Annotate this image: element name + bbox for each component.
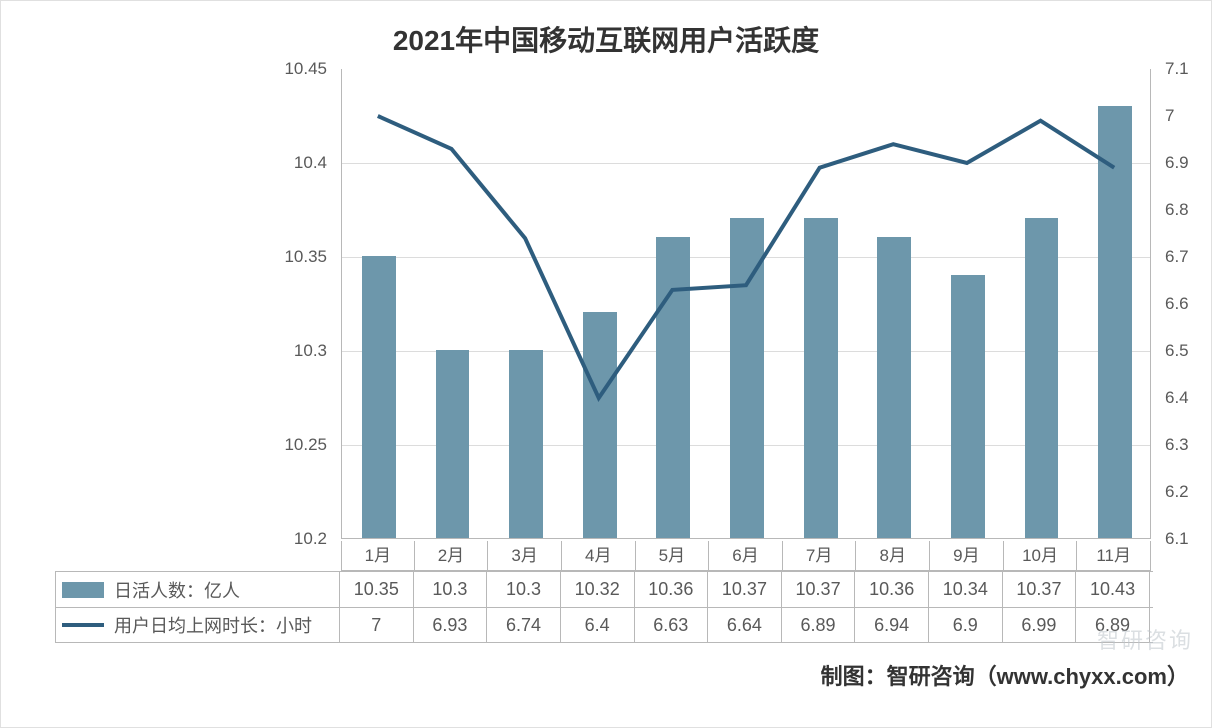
bar bbox=[951, 275, 985, 538]
chart-title: 2021年中国移动互联网用户活跃度 bbox=[1, 1, 1211, 59]
legend-line-value: 6.63 bbox=[635, 608, 709, 642]
y2-tick-label: 7.1 bbox=[1165, 59, 1205, 79]
bar bbox=[730, 218, 764, 538]
x-category-label: 10月 bbox=[1004, 541, 1078, 571]
x-category-label: 8月 bbox=[856, 541, 930, 571]
y1-tick-label: 10.35 bbox=[267, 247, 327, 267]
legend-bar-text: 日活人数：亿人 bbox=[114, 577, 240, 603]
legend-bar-value: 10.35 bbox=[340, 572, 414, 607]
y2-tick-label: 6.7 bbox=[1165, 247, 1205, 267]
y1-tick-label: 10.3 bbox=[267, 341, 327, 361]
y2-tick-label: 7 bbox=[1165, 106, 1205, 126]
line-swatch-icon bbox=[62, 623, 104, 627]
legend-label-line: 用户日均上网时长：小时 bbox=[55, 608, 340, 642]
y2-tick-label: 6.8 bbox=[1165, 200, 1205, 220]
plot-area bbox=[341, 69, 1151, 539]
legend-bar-value: 10.34 bbox=[929, 572, 1003, 607]
y1-tick-label: 10.2 bbox=[267, 529, 327, 549]
legend-bar-value: 10.3 bbox=[487, 572, 561, 607]
legend-line-value: 6.99 bbox=[1003, 608, 1077, 642]
credit-text: 制图：智研咨询（www.chyxx.com） bbox=[821, 659, 1189, 691]
x-category-label: 4月 bbox=[562, 541, 636, 571]
legend-bar-value: 10.32 bbox=[561, 572, 635, 607]
x-category-label: 1月 bbox=[341, 541, 415, 571]
y2-tick-label: 6.4 bbox=[1165, 388, 1205, 408]
y1-tick-label: 10.25 bbox=[267, 435, 327, 455]
legend-line-value: 6.4 bbox=[561, 608, 635, 642]
legend-line-value: 6.64 bbox=[708, 608, 782, 642]
bar bbox=[509, 350, 543, 538]
bar bbox=[1098, 106, 1132, 538]
y1-tick-label: 10.45 bbox=[267, 59, 327, 79]
legend-bar-value: 10.37 bbox=[1003, 572, 1077, 607]
legend-bar-value: 10.37 bbox=[782, 572, 856, 607]
y2-tick-label: 6.3 bbox=[1165, 435, 1205, 455]
legend-line-text: 用户日均上网时长：小时 bbox=[114, 612, 312, 638]
bar-swatch-icon bbox=[62, 582, 104, 598]
y1-tick-label: 10.4 bbox=[267, 153, 327, 173]
legend-bar-value: 10.43 bbox=[1076, 572, 1150, 607]
x-category-label: 2月 bbox=[415, 541, 489, 571]
y2-tick-label: 6.2 bbox=[1165, 482, 1205, 502]
bar bbox=[583, 312, 617, 538]
x-category-label: 3月 bbox=[488, 541, 562, 571]
y2-tick-label: 6.1 bbox=[1165, 529, 1205, 549]
bar bbox=[656, 237, 690, 538]
y2-tick-label: 6.9 bbox=[1165, 153, 1205, 173]
watermark-text: 智研咨询 bbox=[1097, 623, 1193, 655]
bar bbox=[362, 256, 396, 538]
x-category-label: 11月 bbox=[1077, 541, 1151, 571]
legend-row-line: 用户日均上网时长：小时 76.936.746.46.636.646.896.94… bbox=[55, 607, 1153, 643]
legend-bar-value: 10.37 bbox=[708, 572, 782, 607]
x-category-label: 7月 bbox=[783, 541, 857, 571]
legend-line-value: 7 bbox=[340, 608, 414, 642]
legend-line-value: 6.9 bbox=[929, 608, 1003, 642]
bar bbox=[1025, 218, 1059, 538]
legend-bar-value: 10.36 bbox=[855, 572, 929, 607]
legend-line-value: 6.74 bbox=[487, 608, 561, 642]
legend-line-value: 6.89 bbox=[782, 608, 856, 642]
chart-area: 1月2月3月4月5月6月7月8月9月10月11月 10.210.2510.310… bbox=[341, 69, 1151, 539]
x-category-label: 6月 bbox=[709, 541, 783, 571]
x-category-label: 5月 bbox=[636, 541, 710, 571]
legend-line-value: 6.93 bbox=[414, 608, 488, 642]
bar bbox=[436, 350, 470, 538]
legend-row-bar: 日活人数：亿人 10.3510.310.310.3210.3610.3710.3… bbox=[55, 571, 1153, 607]
legend-label-bar: 日活人数：亿人 bbox=[55, 572, 340, 607]
x-category-label: 9月 bbox=[930, 541, 1004, 571]
y2-tick-label: 6.5 bbox=[1165, 341, 1205, 361]
legend-data-table: 日活人数：亿人 10.3510.310.310.3210.3610.3710.3… bbox=[55, 571, 1153, 643]
legend-bar-value: 10.36 bbox=[635, 572, 709, 607]
bar bbox=[877, 237, 911, 538]
legend-bar-value: 10.3 bbox=[414, 572, 488, 607]
legend-line-value: 6.94 bbox=[855, 608, 929, 642]
bar bbox=[804, 218, 838, 538]
y2-tick-label: 6.6 bbox=[1165, 294, 1205, 314]
x-axis-labels: 1月2月3月4月5月6月7月8月9月10月11月 bbox=[341, 541, 1151, 571]
chart-container: 2021年中国移动互联网用户活跃度 1月2月3月4月5月6月7月8月9月10月1… bbox=[0, 0, 1212, 728]
